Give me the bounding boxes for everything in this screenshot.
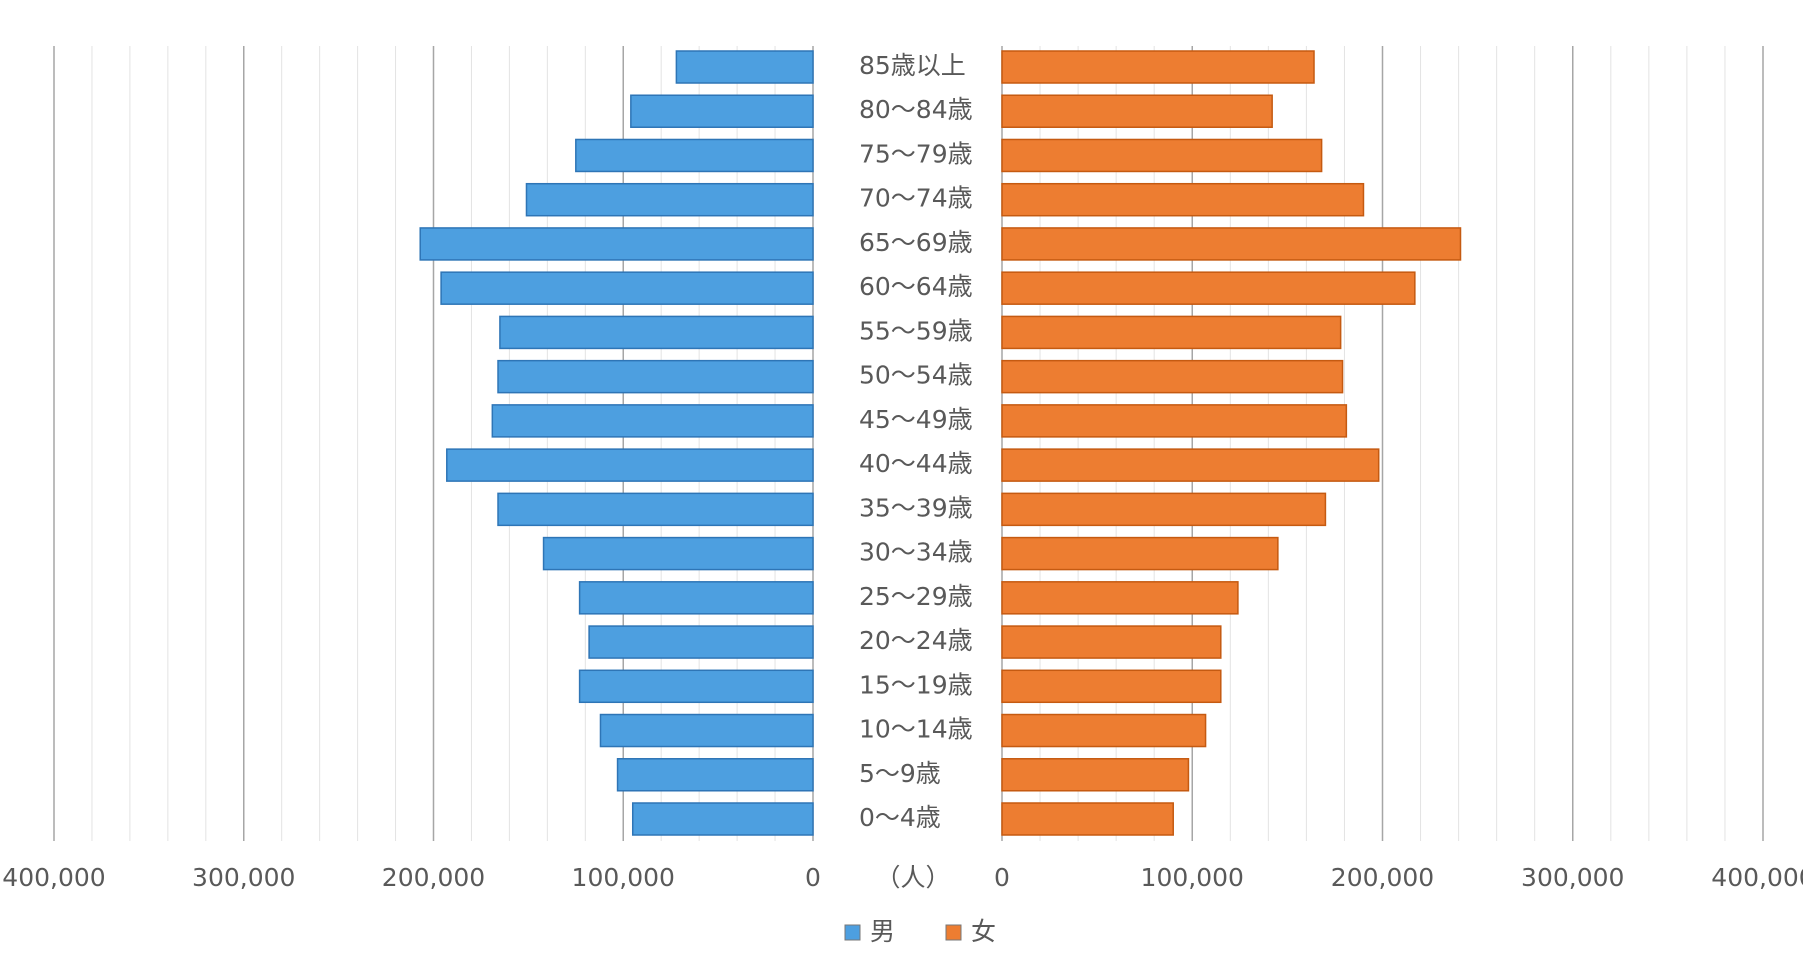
unit-label: （人） [875, 863, 950, 892]
x-tick-label: 400,000 [2, 863, 105, 892]
bar-male [525, 182, 814, 217]
bar-male [599, 713, 814, 748]
category-label: 50～54歳 [859, 361, 973, 390]
category-label: 85歳以上 [859, 51, 966, 80]
bar-female [1001, 669, 1222, 704]
category-label: 25～29歳 [859, 582, 973, 611]
bar-male [499, 315, 814, 350]
bar-male [616, 758, 814, 792]
bar-female [1001, 182, 1365, 217]
bar-male [631, 802, 814, 836]
category-label: 45～49歳 [859, 405, 973, 434]
category-label: 65～69歳 [859, 228, 973, 257]
category-label: 5～9歳 [859, 759, 941, 788]
category-label: 40～44歳 [859, 449, 973, 478]
bar-male [491, 404, 814, 438]
bar-male [578, 669, 814, 704]
x-tick-label: 200,000 [1331, 863, 1434, 892]
category-label: 10～14歳 [859, 715, 973, 744]
bar-male [578, 581, 814, 615]
bar-female [1001, 581, 1239, 615]
bar-female [1001, 536, 1279, 571]
x-tick-label: 300,000 [1521, 863, 1624, 892]
x-tick-label: 0 [994, 863, 1010, 892]
bar-female [1001, 758, 1190, 792]
category-label: 55～59歳 [859, 316, 973, 345]
category-label: 60～64歳 [859, 272, 973, 301]
bar-male [446, 448, 814, 482]
x-tick-label: 100,000 [572, 863, 675, 892]
bar-male [575, 138, 814, 173]
category-label: 15～19歳 [859, 670, 973, 699]
bar-male [497, 492, 814, 527]
bar-female [1001, 315, 1342, 350]
bar-male [675, 50, 814, 84]
bar-male [588, 625, 814, 659]
legend-label: 女 [971, 917, 996, 946]
bar-female [1001, 448, 1380, 482]
bar-female [1001, 404, 1348, 438]
bar-female [1001, 271, 1416, 305]
bar-female [1001, 94, 1273, 128]
category-label: 35～39歳 [859, 493, 973, 522]
x-tick-label: 100,000 [1141, 863, 1244, 892]
bar-female [1001, 50, 1315, 84]
category-label: 70～74歳 [859, 184, 973, 213]
x-tick-label: 400,000 [1711, 863, 1803, 892]
legend-swatch [945, 924, 962, 941]
category-label: 80～84歳 [859, 95, 973, 124]
category-label: 75～79歳 [859, 139, 973, 168]
bar-male [542, 536, 814, 571]
bar-female [1001, 492, 1327, 527]
x-tick-label: 200,000 [382, 863, 485, 892]
bar-male [630, 94, 814, 128]
bar-male [497, 359, 814, 394]
category-label: 30～34歳 [859, 538, 973, 567]
category-label: 20～24歳 [859, 626, 973, 655]
bar-female [1001, 713, 1207, 748]
bar-female [1001, 802, 1174, 836]
bar-female [1001, 359, 1344, 394]
legend-swatch [844, 924, 861, 941]
bar-male [419, 227, 814, 261]
bar-male [440, 271, 814, 305]
legend-label: 男 [870, 917, 895, 946]
bar-female [1001, 625, 1222, 659]
bar-female [1001, 138, 1323, 173]
x-tick-label: 0 [805, 863, 821, 892]
category-label: 0～4歳 [859, 803, 941, 832]
x-tick-label: 300,000 [192, 863, 295, 892]
bar-female [1001, 227, 1462, 261]
